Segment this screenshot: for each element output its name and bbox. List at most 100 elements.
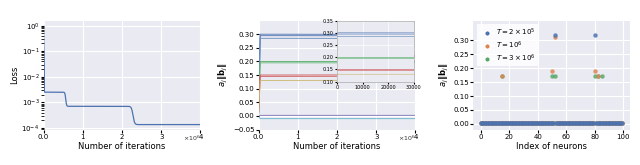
Point <box>567 122 577 124</box>
Point <box>494 122 504 124</box>
Point <box>594 122 604 124</box>
Point <box>595 122 605 124</box>
Point <box>589 75 600 78</box>
Point <box>552 122 563 124</box>
Point <box>614 122 624 124</box>
Point <box>587 122 597 124</box>
Point <box>615 122 625 124</box>
Point <box>509 122 520 124</box>
Point <box>488 122 499 124</box>
Point <box>557 122 567 124</box>
Point <box>501 122 511 124</box>
Point <box>538 122 548 124</box>
Point <box>506 122 516 124</box>
Point <box>481 122 492 124</box>
Point <box>508 122 518 124</box>
Point <box>491 122 501 124</box>
Point <box>523 122 533 124</box>
Point <box>565 122 575 124</box>
Point <box>571 122 581 124</box>
Point <box>554 122 564 124</box>
Point <box>563 122 573 124</box>
Point <box>591 122 602 124</box>
Point <box>506 122 516 124</box>
Point <box>501 122 511 124</box>
Point <box>577 122 587 124</box>
Point <box>478 122 488 124</box>
Point <box>480 122 490 124</box>
Point <box>600 122 610 124</box>
Point <box>483 122 493 124</box>
Point <box>487 122 497 124</box>
Point <box>536 122 546 124</box>
Point <box>552 122 563 124</box>
Point <box>568 122 579 124</box>
Point <box>611 122 621 124</box>
Point <box>532 122 543 124</box>
Point <box>541 122 551 124</box>
Point <box>550 33 560 36</box>
Point <box>507 122 517 124</box>
Point <box>593 122 603 124</box>
Point <box>591 122 602 124</box>
Point <box>617 122 627 124</box>
Point <box>524 122 534 124</box>
Point <box>504 122 515 124</box>
Point <box>486 122 496 124</box>
Point <box>540 122 550 124</box>
Point <box>578 122 588 124</box>
Point <box>518 122 529 124</box>
Point <box>499 122 509 124</box>
Point <box>490 122 500 124</box>
Point <box>493 122 503 124</box>
Text: (b): (b) <box>329 164 345 165</box>
Point <box>481 122 492 124</box>
Point <box>570 122 580 124</box>
Point <box>594 122 604 124</box>
Point <box>476 122 486 124</box>
Point <box>570 122 580 124</box>
Point <box>612 122 623 124</box>
Point <box>596 122 607 124</box>
Point <box>563 122 573 124</box>
Point <box>581 122 591 124</box>
Point <box>558 122 568 124</box>
Point <box>502 122 513 124</box>
Point <box>521 122 531 124</box>
Point <box>557 122 567 124</box>
Point <box>540 122 550 124</box>
Point <box>571 122 581 124</box>
Point <box>537 122 547 124</box>
Point <box>588 122 598 124</box>
Point <box>514 122 524 124</box>
Point <box>550 75 560 78</box>
Point <box>497 75 507 78</box>
Point <box>582 122 593 124</box>
Point <box>514 122 524 124</box>
Point <box>488 122 499 124</box>
Point <box>615 122 625 124</box>
Point <box>614 122 624 124</box>
Point <box>581 122 591 124</box>
Point <box>552 122 563 124</box>
Point <box>573 122 583 124</box>
Point <box>499 122 509 124</box>
Point <box>598 122 609 124</box>
Point <box>476 122 486 124</box>
Point <box>575 122 586 124</box>
Point <box>545 122 556 124</box>
Point <box>497 75 507 78</box>
Point <box>481 122 492 124</box>
Point <box>596 122 607 124</box>
Y-axis label: $a_j\|\mathbf{b}_j\|$: $a_j\|\mathbf{b}_j\|$ <box>217 63 230 87</box>
Point <box>502 122 513 124</box>
Point <box>570 122 580 124</box>
Point <box>513 122 523 124</box>
Point <box>517 122 527 124</box>
Point <box>600 122 610 124</box>
Point <box>567 122 577 124</box>
Point <box>551 122 561 124</box>
Point <box>527 122 537 124</box>
Point <box>513 122 523 124</box>
Point <box>530 122 540 124</box>
